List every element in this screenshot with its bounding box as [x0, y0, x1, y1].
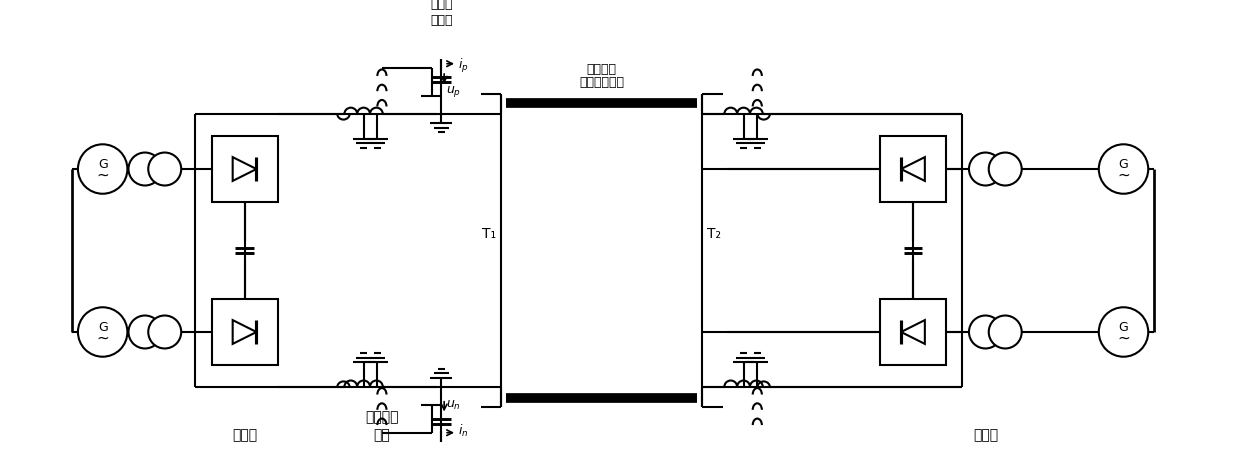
Bar — [212, 136, 278, 202]
Circle shape — [989, 316, 1022, 348]
Circle shape — [989, 152, 1022, 186]
Polygon shape — [233, 320, 256, 344]
Text: T₁: T₁ — [482, 227, 497, 241]
Circle shape — [149, 316, 181, 348]
Circle shape — [78, 307, 128, 357]
Text: G: G — [98, 158, 108, 171]
Text: $i_n$: $i_n$ — [458, 423, 468, 439]
Bar — [212, 299, 278, 365]
Text: T₂: T₂ — [707, 227, 721, 241]
Bar — [880, 299, 945, 365]
Circle shape — [129, 316, 161, 348]
Text: G: G — [1119, 321, 1129, 334]
Polygon shape — [901, 320, 924, 344]
Circle shape — [149, 152, 181, 186]
Text: $u_n$: $u_n$ — [446, 399, 461, 412]
Text: 双极输电线路: 双极输电线路 — [579, 76, 624, 89]
Circle shape — [1099, 307, 1149, 357]
Polygon shape — [901, 157, 924, 181]
Text: ~: ~ — [97, 168, 109, 183]
Text: ~: ~ — [1118, 168, 1130, 183]
Polygon shape — [233, 157, 256, 181]
Text: G: G — [1119, 158, 1129, 171]
Circle shape — [1099, 144, 1149, 194]
Text: $u_p$: $u_p$ — [446, 84, 461, 99]
Text: ~: ~ — [1118, 331, 1130, 346]
Text: $i_p$: $i_p$ — [458, 56, 468, 74]
Text: 整流侧: 整流侧 — [232, 428, 258, 442]
Text: ~: ~ — [97, 331, 109, 346]
Circle shape — [129, 152, 161, 186]
Text: 同杆并架: 同杆并架 — [586, 63, 617, 76]
Text: 逆变侧: 逆变侧 — [974, 428, 999, 442]
Bar — [880, 136, 945, 202]
Circle shape — [969, 316, 1002, 348]
Text: 直流滤波
环节: 直流滤波 环节 — [366, 411, 399, 442]
Circle shape — [78, 144, 128, 194]
Text: 分流器
分压器: 分流器 分压器 — [430, 0, 452, 27]
Text: G: G — [98, 321, 108, 334]
Circle shape — [969, 152, 1002, 186]
